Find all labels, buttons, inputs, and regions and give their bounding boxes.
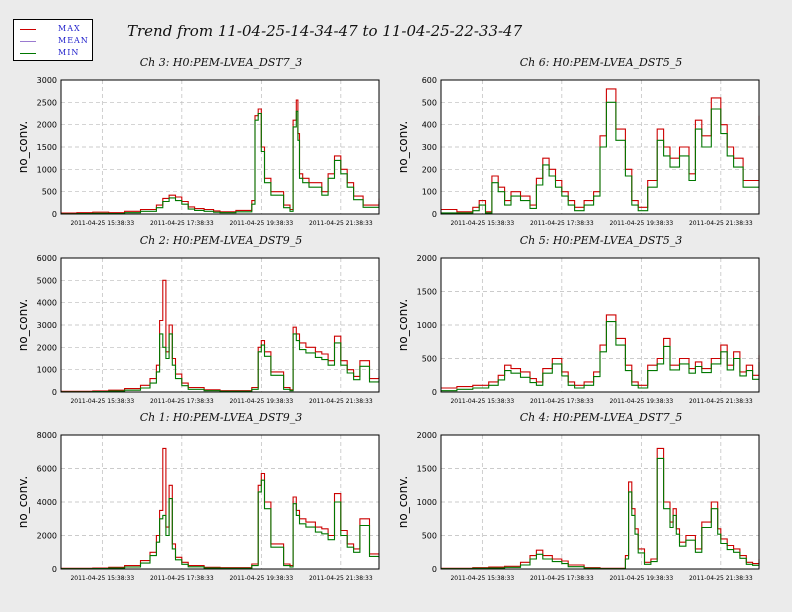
ch5-frame (440, 257, 760, 393)
ch6-series-min (441, 101, 760, 214)
ch4-ylabel: no_conv. (396, 476, 410, 528)
ch1-xtick-label: 2011-04-25 19:38:33 (229, 575, 293, 582)
ch1-ytick-label: 0 (52, 565, 57, 574)
ch1-ytick-label: 2000 (37, 532, 57, 541)
chart-title-ch4: Ch 4: H0:PEM-LVEA_DST7_5 (519, 411, 683, 424)
ch4-frame (440, 434, 760, 570)
ch2-xtick-label: 2011-04-25 21:38:33 (309, 398, 373, 405)
ch6-ytick-label: 300 (422, 143, 437, 152)
ch4-ytick-label: 1000 (417, 498, 437, 507)
legend-swatch-min (20, 53, 36, 54)
ch4-xtick-label: 2011-04-25 21:38:33 (689, 575, 753, 582)
ch3-ytick-label: 0 (52, 210, 57, 219)
ch2-xtick-label: 2011-04-25 15:38:33 (70, 398, 134, 405)
ch4-series-min (441, 457, 760, 570)
ch6-ytick-label: 200 (422, 165, 437, 174)
chart-title-ch5: Ch 5: H0:PEM-LVEA_DST5_3 (519, 234, 683, 247)
ch1-frame (60, 434, 380, 570)
ch1-plot-area (61, 435, 379, 569)
ch4-xtick-label: 2011-04-25 15:38:33 (450, 575, 514, 582)
chart-title-ch3: Ch 3: H0:PEM-LVEA_DST7_3 (139, 56, 303, 69)
ch5-xtick-label: 2011-04-25 21:38:33 (689, 398, 753, 405)
ch2-ytick-label: 6000 (37, 254, 57, 263)
ch3-plot-area (61, 80, 379, 214)
ch5-xtick-label: 2011-04-25 17:38:33 (530, 398, 594, 405)
ch4-ytick-label: 500 (422, 532, 437, 541)
page-title: Trend from 11-04-25-14-34-47 to 11-04-25… (127, 22, 523, 40)
legend: MAX MEAN MIN (13, 19, 93, 61)
ch6-frame (440, 79, 760, 215)
legend-label-max: MAX (58, 24, 81, 33)
ch6-ytick-label: 100 (422, 188, 437, 197)
ch4-ytick-label: 2000 (417, 431, 437, 440)
ch2-xtick-label: 2011-04-25 17:38:33 (150, 398, 214, 405)
ch4-xtick-label: 2011-04-25 17:38:33 (530, 575, 594, 582)
ch3-ylabel: no_conv. (16, 121, 30, 173)
chart-title-ch2: Ch 2: H0:PEM-LVEA_DST9_5 (139, 234, 303, 247)
ch6-xtick-label: 2011-04-25 17:38:33 (530, 220, 594, 227)
ch1-ytick-label: 4000 (37, 498, 57, 507)
ch2-ytick-label: 3000 (37, 321, 57, 330)
ch2-series-min (61, 333, 380, 393)
ch6-ylabel: no_conv. (396, 121, 410, 173)
ch3-xtick-label: 2011-04-25 17:38:33 (150, 220, 214, 227)
ch6-xtick-label: 2011-04-25 19:38:33 (609, 220, 673, 227)
chart-title-ch6: Ch 6: H0:PEM-LVEA_DST5_5 (519, 56, 683, 69)
ch2-ytick-label: 2000 (37, 343, 57, 352)
ch2-plot-area (61, 258, 379, 392)
ch2-ytick-label: 4000 (37, 299, 57, 308)
ch5-xtick-label: 2011-04-25 15:38:33 (450, 398, 514, 405)
ch3-ytick-label: 1000 (37, 165, 57, 174)
ch3-ytick-label: 500 (42, 188, 57, 197)
ch5-ylabel: no_conv. (396, 299, 410, 351)
ch1-ylabel: no_conv. (16, 476, 30, 528)
ch6-ytick-label: 600 (422, 76, 437, 85)
ch2-ytick-label: 5000 (37, 276, 57, 285)
ch2-ytick-label: 0 (52, 388, 57, 397)
ch1-series-min (61, 479, 380, 570)
ch3-xtick-label: 2011-04-25 19:38:33 (229, 220, 293, 227)
legend-swatch-mean (20, 41, 36, 42)
legend-swatch-max (20, 29, 36, 30)
ch2-frame (60, 257, 380, 393)
ch6-xtick-label: 2011-04-25 15:38:33 (450, 220, 514, 227)
ch3-ytick-label: 2000 (37, 121, 57, 130)
ch3-frame (60, 79, 380, 215)
ch5-ytick-label: 2000 (417, 254, 437, 263)
legend-item-mean: MEAN (14, 35, 94, 47)
ch4-ytick-label: 0 (432, 565, 437, 574)
ch1-xtick-label: 2011-04-25 15:38:33 (70, 575, 134, 582)
legend-label-min: MIN (58, 48, 80, 57)
ch1-xtick-label: 2011-04-25 21:38:33 (309, 575, 373, 582)
ch5-ytick-label: 0 (432, 388, 437, 397)
ch3-xtick-label: 2011-04-25 21:38:33 (309, 220, 373, 227)
ch4-ytick-label: 1500 (417, 465, 437, 474)
ch6-xtick-label: 2011-04-25 21:38:33 (689, 220, 753, 227)
ch1-ytick-label: 8000 (37, 431, 57, 440)
ch4-xtick-label: 2011-04-25 19:38:33 (609, 575, 673, 582)
ch6-ytick-label: 0 (432, 210, 437, 219)
ch2-ytick-label: 1000 (37, 366, 57, 375)
legend-item-min: MIN (14, 47, 94, 59)
ch5-series-min (441, 321, 760, 392)
legend-label-mean: MEAN (58, 36, 89, 45)
ch6-ytick-label: 500 (422, 98, 437, 107)
ch5-xtick-label: 2011-04-25 19:38:33 (609, 398, 673, 405)
ch3-xtick-label: 2011-04-25 15:38:33 (70, 220, 134, 227)
ch3-ytick-label: 3000 (37, 76, 57, 85)
ch1-xtick-label: 2011-04-25 17:38:33 (150, 575, 214, 582)
ch2-ylabel: no_conv. (16, 299, 30, 351)
ch3-series-min (61, 110, 380, 215)
ch3-ytick-label: 2500 (37, 98, 57, 107)
ch1-ytick-label: 6000 (37, 465, 57, 474)
ch5-ytick-label: 1000 (417, 321, 437, 330)
ch3-ytick-label: 1500 (37, 143, 57, 152)
chart-title-ch1: Ch 1: H0:PEM-LVEA_DST9_3 (139, 411, 303, 424)
ch5-ytick-label: 500 (422, 355, 437, 364)
ch5-ytick-label: 1500 (417, 288, 437, 297)
ch6-ytick-label: 400 (422, 121, 437, 130)
ch2-xtick-label: 2011-04-25 19:38:33 (229, 398, 293, 405)
legend-item-max: MAX (14, 23, 94, 35)
